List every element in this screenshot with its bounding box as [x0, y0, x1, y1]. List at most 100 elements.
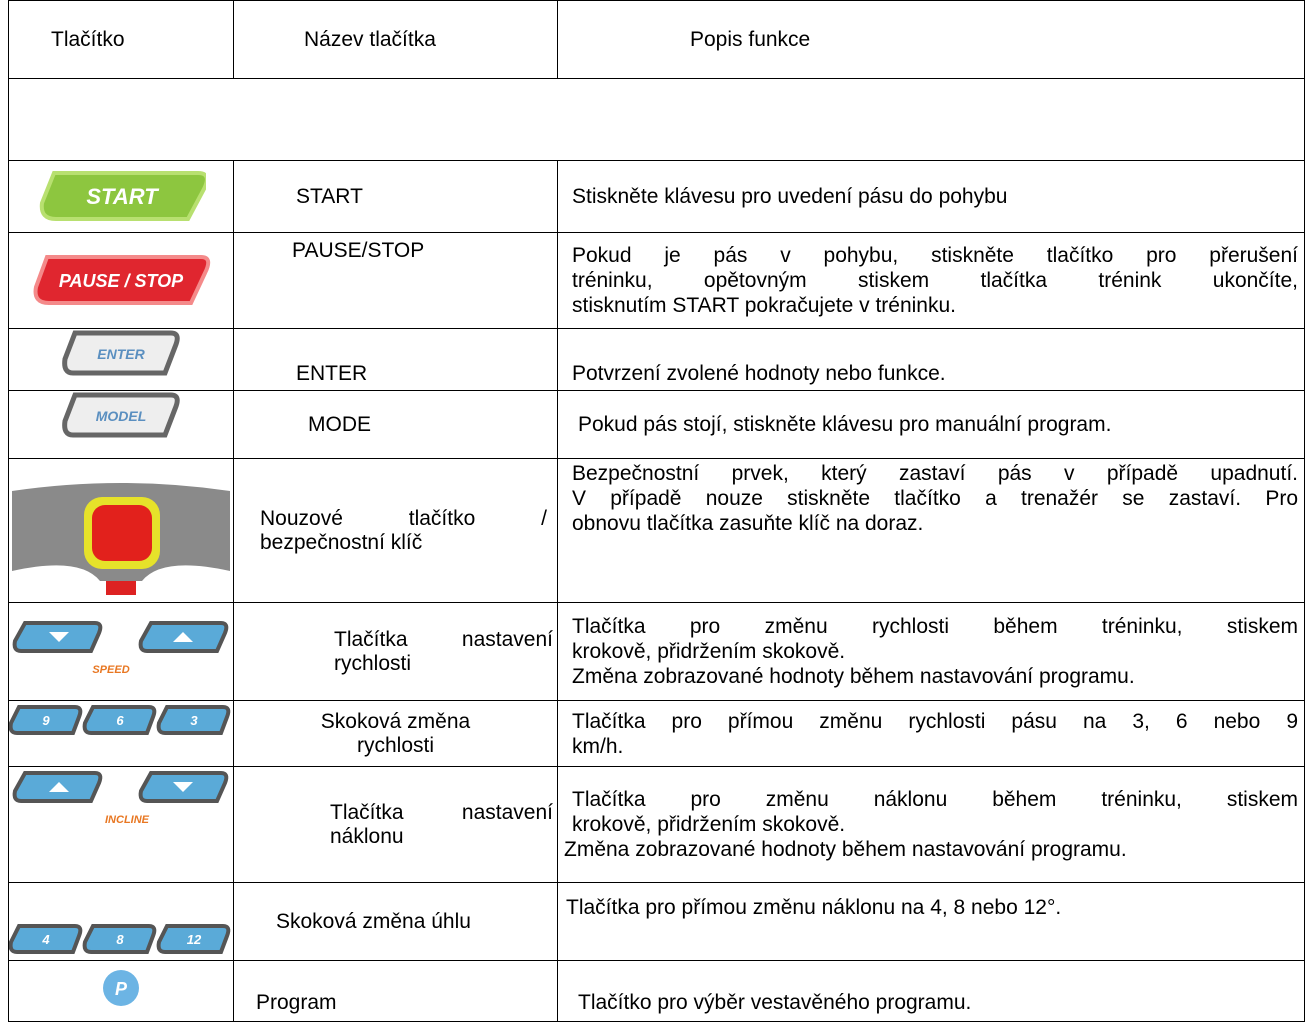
- description-line: Tlačítka pro změnu rychlosti během tréni…: [572, 615, 1298, 638]
- description-line: tréninku, opětovným stiskem tlačítka tré…: [572, 269, 1298, 292]
- description-line: Pokud je pás v pohybu, stiskněte tlačítk…: [572, 244, 1298, 267]
- icon-text: SPEED: [92, 664, 129, 676]
- description-cell: Tlačítko pro výběr vestavěného programu.: [557, 960, 1305, 1022]
- row: INCLINE Tlačítka nastavení náklonu Tlačít…: [8, 766, 1305, 883]
- icon-cell: 9 6 3: [8, 700, 234, 767]
- mode-icon: MODEL: [62, 392, 180, 438]
- name-cell: MODE: [233, 390, 558, 459]
- description-line: Tlačítka pro přímou změnu náklonu na 4, …: [566, 896, 1062, 919]
- name-line: Tlačítka nastavení: [334, 627, 553, 651]
- header-cell: Tlačítko: [8, 0, 234, 79]
- description-line: Bezpečnostní prvek, který zastaví pás v …: [572, 462, 1298, 485]
- start-icon: START: [39, 170, 206, 221]
- row: P Program Tlačítko pro výběr vestavěného…: [8, 960, 1305, 1022]
- header-cell: Popis funkce: [557, 0, 1305, 79]
- row: START START Stiskněte klávesu pro uveden…: [8, 160, 1305, 233]
- name-line: ENTER: [296, 362, 368, 385]
- row: ENTER ENTER Potvrzení zvolené hodnoty ne…: [8, 328, 1305, 391]
- description-line: stisknutím START pokračujete v tréninku.: [572, 294, 956, 317]
- description-line: Pokud pás stojí, stiskněte klávesu pro m…: [578, 413, 1112, 436]
- name-line: Program: [256, 991, 337, 1014]
- name-line: START: [296, 184, 363, 208]
- enter-icon: ENTER: [62, 330, 180, 376]
- description-line: obnovu tlačítka zasuňte klíč na doraz.: [572, 512, 924, 535]
- incline-icon: INCLINE: [12, 771, 229, 826]
- description-line: Tlačítka pro přímou změnu rychlosti pásu…: [572, 709, 1298, 733]
- name-line: bezpečnostní klíč: [260, 530, 423, 554]
- icon-text: 9: [42, 713, 50, 728]
- description-cell: Potvrzení zvolené hodnoty nebo funkce.: [557, 328, 1305, 391]
- description-cell: Tlačítka pro změnu náklonu během trénink…: [557, 766, 1305, 883]
- description-cell: Bezpečnostní prvek, který zastaví pás v …: [557, 458, 1305, 603]
- angle-shortcut-icon: 4 8 12: [9, 924, 231, 954]
- row: Nouzové tlačítko / bezpečnostní klíč Bezp…: [8, 458, 1305, 603]
- row: PAUSE / STOP PAUSE/STOP Pokud je pás v p…: [8, 232, 1305, 329]
- name-cell: START: [233, 160, 558, 233]
- description-line: km/h.: [572, 734, 624, 758]
- icon-cell: P: [8, 960, 234, 1022]
- icon-cell: START: [8, 160, 234, 233]
- speed-shortcut-icon: 9 6 3: [9, 705, 231, 735]
- description-cell: Pokud je pás v pohybu, stiskněte tlačítk…: [557, 232, 1305, 329]
- name-line: rychlosti: [356, 733, 435, 757]
- icon-text: 4: [41, 932, 50, 947]
- icon-text: P: [115, 979, 128, 999]
- empty-row: [8, 78, 1305, 161]
- name-cell: Tlačítka nastavení rychlosti: [233, 602, 558, 701]
- empty-cell: [8, 78, 1305, 161]
- name-cell: ENTER: [233, 328, 558, 391]
- name-cell: Tlačítka nastavení náklonu: [233, 766, 558, 883]
- icon-cell: ENTER: [8, 328, 234, 391]
- name-line: MODE: [308, 412, 371, 436]
- row: 4 8 12 Skoková změna úhlu Tlačítka pro pří…: [8, 882, 1305, 961]
- description-line: Změna zobrazované hodnoty během nastavov…: [572, 665, 1135, 688]
- name-cell: PAUSE/STOP: [233, 232, 558, 329]
- icon-cell: [8, 458, 234, 603]
- description-cell: Pokud pás stojí, stiskněte klávesu pro m…: [557, 390, 1305, 459]
- description-cell: Tlačítka pro změnu rychlosti během tréni…: [557, 602, 1305, 701]
- row: MODEL MODE Pokud pás stojí, stiskněte kl…: [8, 390, 1305, 459]
- description-line: Tlačítko pro výběr vestavěného programu.: [578, 991, 972, 1014]
- icon-text: 12: [187, 932, 202, 947]
- icon-cell: MODEL: [8, 390, 234, 459]
- header-cell: Název tlačítka: [233, 0, 558, 79]
- icon-text: ENTER: [97, 346, 145, 362]
- icon-text: INCLINE: [105, 814, 150, 826]
- icon-text: MODEL: [96, 408, 147, 424]
- icon-text: PAUSE / STOP: [59, 271, 184, 291]
- emergency-icon: [12, 482, 230, 595]
- icon-cell: INCLINE: [8, 766, 234, 883]
- description-cell: Tlačítka pro přímou změnu rychlosti pásu…: [557, 700, 1305, 767]
- description-line: Tlačítka pro změnu náklonu během trénink…: [572, 788, 1298, 811]
- icon-text: 3: [190, 713, 198, 728]
- program-icon: P: [103, 970, 139, 1006]
- name-line: rychlosti: [334, 651, 412, 675]
- name-line: náklonu: [330, 824, 404, 848]
- name-line: Skoková změna úhlu: [276, 909, 471, 933]
- icon-text: 8: [116, 932, 124, 947]
- speed-icon: SPEED: [12, 620, 229, 676]
- name-line: PAUSE/STOP: [292, 239, 425, 262]
- name-line: Tlačítka nastavení: [330, 800, 553, 824]
- icon-text: START: [86, 184, 159, 209]
- name-cell: Nouzové tlačítko / bezpečnostní klíč: [233, 458, 558, 603]
- icon-text: 6: [116, 713, 124, 728]
- icon-cell: 4 8 12: [8, 882, 234, 961]
- header-row: Tlačítko Název tlačítka Popis funkce: [8, 0, 1305, 79]
- icon-cell: SPEED: [8, 602, 234, 701]
- name-cell: Program: [233, 960, 558, 1022]
- description-line: Stiskněte klávesu pro uvedení pásu do po…: [572, 185, 1008, 208]
- row: SPEED Tlačítka nastavení rychlosti Tlačít…: [8, 602, 1305, 701]
- row: 9 6 3 Skoková změna rychlosti Tlačítka pro …: [8, 700, 1305, 767]
- pause-icon: PAUSE / STOP: [33, 254, 211, 305]
- description-line: Změna zobrazované hodnoty během nastavov…: [564, 838, 1127, 861]
- description-line: V případě nouze stiskněte tlačítko a tre…: [572, 487, 1298, 510]
- icon-cell: PAUSE / STOP: [8, 232, 234, 329]
- name-cell: Skoková změna úhlu: [233, 882, 558, 961]
- name-line: Skoková změna: [320, 709, 471, 733]
- description-line: krokově, přidržením skokově.: [572, 640, 846, 663]
- button-table: Tlačítko Název tlačítka Popis funkce STA…: [8, 0, 1305, 1022]
- description-line: Potvrzení zvolené hodnoty nebo funkce.: [572, 362, 946, 385]
- name-cell: Skoková změna rychlosti: [233, 700, 558, 767]
